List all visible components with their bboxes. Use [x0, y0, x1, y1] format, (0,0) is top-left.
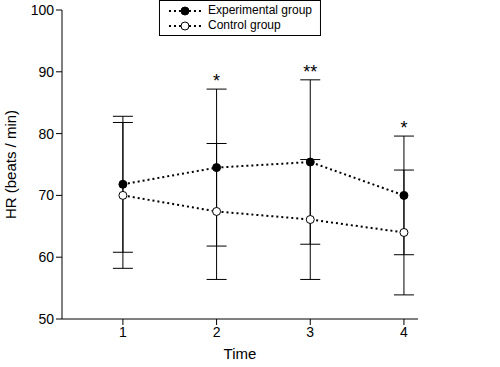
svg-text:50: 50 — [38, 311, 54, 327]
svg-text:90: 90 — [38, 64, 54, 80]
svg-text:HR (beats / min): HR (beats / min) — [8, 110, 19, 219]
svg-text:**: ** — [303, 62, 317, 82]
html-text:Experimental group: Experimental group — [208, 3, 312, 17]
svg-text:*: * — [400, 118, 407, 138]
svg-text:1: 1 — [119, 324, 127, 340]
html-text:Control group: Control group — [208, 18, 281, 32]
svg-text:4: 4 — [400, 324, 408, 340]
svg-text:3: 3 — [306, 324, 314, 340]
svg-text:Time: Time — [224, 345, 257, 362]
svg-text:80: 80 — [38, 126, 54, 142]
svg-text:100: 100 — [31, 2, 55, 18]
svg-text:70: 70 — [38, 187, 54, 203]
svg-text:2: 2 — [213, 324, 221, 340]
svg-text:*: * — [213, 71, 220, 91]
svg-text:60: 60 — [38, 249, 54, 265]
